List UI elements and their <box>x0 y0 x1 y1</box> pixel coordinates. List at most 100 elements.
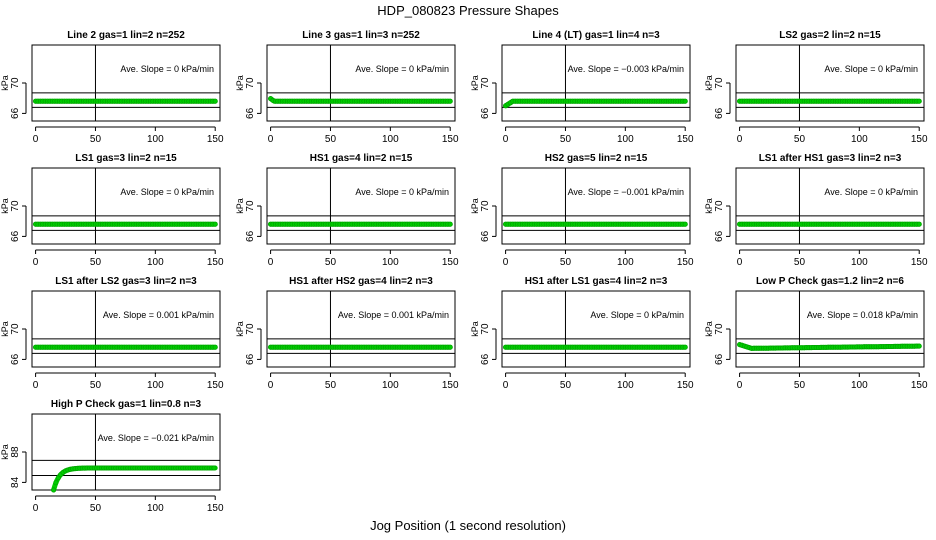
y-tick-label: 70 <box>10 323 21 335</box>
data-point <box>212 98 218 104</box>
y-axis-label: kPa <box>235 198 245 214</box>
x-tick-label: 150 <box>207 380 224 391</box>
panel-title: Low P Check gas=1.2 lin=2 n=6 <box>756 276 904 287</box>
y-axis-label: kPa <box>0 444 10 460</box>
plot-frame <box>31 290 221 368</box>
data-point <box>55 475 61 481</box>
x-tick-label: 0 <box>33 134 39 145</box>
x-tick-label: 100 <box>382 134 399 145</box>
data-point <box>682 221 688 227</box>
x-tick-label: 50 <box>325 134 337 145</box>
y-tick-label: 66 <box>245 107 256 119</box>
y-tick-label: 66 <box>10 353 21 365</box>
slope-annotation: Ave. Slope = 0 kPa/min <box>355 64 449 74</box>
y-tick-label: 70 <box>245 323 256 335</box>
x-tick-label: 0 <box>33 503 39 514</box>
x-tick-label: 50 <box>90 257 102 268</box>
y-tick-label: 88 <box>10 446 21 458</box>
panel-11: HS1 after LS1 gas=4 lin=2 n=3 0 50 100 150 66… <box>470 276 694 391</box>
data-point <box>53 480 59 486</box>
x-tick-label: 100 <box>147 257 164 268</box>
x-tick-label: 0 <box>33 257 39 268</box>
slope-annotation: Ave. Slope = −0.001 kPa/min <box>568 187 684 197</box>
data-point <box>682 344 688 350</box>
slope-annotation: Ave. Slope = 0.001 kPa/min <box>103 310 214 320</box>
plot-frame <box>31 44 221 122</box>
x-axis-title: Jog Position (1 second resolution) <box>370 518 566 533</box>
y-tick-label: 70 <box>245 200 256 212</box>
x-tick-label: 150 <box>677 134 694 145</box>
x-tick-label: 50 <box>560 134 572 145</box>
x-tick-label: 50 <box>325 257 337 268</box>
data-point <box>51 487 57 493</box>
panel-title: LS1 gas=3 lin=2 n=15 <box>75 153 177 164</box>
y-axis-label: kPa <box>704 321 714 337</box>
y-tick-label: 70 <box>480 200 491 212</box>
x-tick-label: 100 <box>382 380 399 391</box>
x-tick-label: 0 <box>737 134 743 145</box>
slope-annotation: Ave. Slope = −0.003 kPa/min <box>568 64 684 74</box>
y-axis-label: kPa <box>470 321 480 337</box>
x-tick-label: 150 <box>442 380 459 391</box>
plot-frame <box>266 44 456 122</box>
y-axis-label: kPa <box>704 75 714 91</box>
y-tick-label: 66 <box>714 353 725 365</box>
x-tick-label: 50 <box>794 134 806 145</box>
y-axis-label: kPa <box>470 75 480 91</box>
y-tick-label: 66 <box>480 230 491 242</box>
slope-annotation: Ave. Slope = 0 kPa/min <box>590 310 684 320</box>
data-point <box>682 98 688 104</box>
x-tick-label: 100 <box>617 380 634 391</box>
plot-frame <box>735 290 925 368</box>
slope-annotation: Ave. Slope = −0.021 kPa/min <box>98 433 214 443</box>
panel-title: HS1 gas=4 lin=2 n=15 <box>310 153 413 164</box>
x-tick-label: 0 <box>33 380 39 391</box>
x-tick-label: 50 <box>560 257 572 268</box>
y-tick-label: 66 <box>245 230 256 242</box>
x-tick-label: 150 <box>207 503 224 514</box>
x-tick-label: 150 <box>911 257 928 268</box>
panel-title: Line 3 gas=1 lin=3 n=252 <box>302 30 420 41</box>
x-tick-label: 50 <box>90 134 102 145</box>
panel-1: Line 2 gas=1 lin=2 n=252 0 50 100 150 66 70kPa… <box>0 30 224 145</box>
y-axis-label: kPa <box>0 321 10 337</box>
y-tick-label: 70 <box>714 323 725 335</box>
x-tick-label: 50 <box>90 503 102 514</box>
panel-10: HS1 after HS2 gas=4 lin=2 n=3 0 50 100 150 66… <box>235 276 459 391</box>
panel-title: LS1 after LS2 gas=3 lin=2 n=3 <box>55 276 197 287</box>
slope-annotation: Ave. Slope = 0 kPa/min <box>120 64 214 74</box>
y-axis-label: kPa <box>470 198 480 214</box>
x-tick-label: 100 <box>147 380 164 391</box>
slope-annotation: Ave. Slope = 0 kPa/min <box>824 187 918 197</box>
figure-title: HDP_080823 Pressure Shapes <box>377 3 559 18</box>
y-tick-label: 66 <box>714 107 725 119</box>
plot-frame <box>735 167 925 245</box>
plot-frame <box>31 167 221 245</box>
x-tick-label: 50 <box>325 380 337 391</box>
slope-annotation: Ave. Slope = 0.001 kPa/min <box>338 310 449 320</box>
x-tick-label: 100 <box>382 257 399 268</box>
y-tick-label: 70 <box>10 200 21 212</box>
y-tick-label: 70 <box>714 200 725 212</box>
x-tick-label: 150 <box>207 134 224 145</box>
x-tick-label: 100 <box>617 134 634 145</box>
slope-annotation: Ave. Slope = 0.018 kPa/min <box>807 310 918 320</box>
x-tick-label: 0 <box>503 380 509 391</box>
x-tick-label: 150 <box>677 257 694 268</box>
panel-title: Line 4 (LT) gas=1 lin=4 n=3 <box>532 30 660 41</box>
panel-title: LS1 after HS1 gas=3 lin=2 n=3 <box>759 153 902 164</box>
x-tick-label: 100 <box>147 503 164 514</box>
y-tick-label: 66 <box>480 353 491 365</box>
x-tick-label: 150 <box>677 380 694 391</box>
x-tick-label: 150 <box>207 257 224 268</box>
x-tick-label: 150 <box>911 380 928 391</box>
data-point <box>916 343 922 349</box>
y-tick-label: 70 <box>714 77 725 89</box>
x-tick-label: 100 <box>851 380 868 391</box>
slope-annotation: Ave. Slope = 0 kPa/min <box>120 187 214 197</box>
y-tick-label: 66 <box>714 230 725 242</box>
x-tick-label: 150 <box>442 134 459 145</box>
panel-3: Line 4 (LT) gas=1 lin=4 n=3 0 50 100 150 66 70… <box>470 30 694 145</box>
